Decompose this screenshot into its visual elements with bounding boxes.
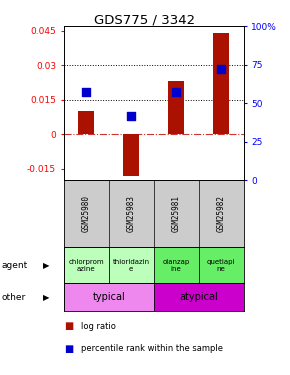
Text: agent: agent — [1, 261, 28, 270]
Text: GSM25980: GSM25980 — [82, 195, 91, 232]
Bar — [78, 111, 94, 134]
Text: chlorprom
azine: chlorprom azine — [68, 258, 104, 272]
Bar — [154, 247, 199, 283]
Text: other: other — [1, 292, 26, 302]
Bar — [123, 134, 139, 176]
Text: GSM25982: GSM25982 — [217, 195, 226, 232]
Bar — [168, 81, 184, 134]
Text: ■: ■ — [64, 344, 73, 354]
Point — [129, 112, 134, 118]
Text: thioridazin
e: thioridazin e — [113, 258, 150, 272]
Text: ▶: ▶ — [43, 292, 50, 302]
Text: GDS775 / 3342: GDS775 / 3342 — [95, 13, 195, 26]
Bar — [213, 33, 229, 134]
Point — [219, 66, 224, 72]
Text: log ratio: log ratio — [81, 322, 116, 331]
Bar — [199, 247, 244, 283]
Text: olanzap
ine: olanzap ine — [163, 258, 190, 272]
Text: percentile rank within the sample: percentile rank within the sample — [81, 344, 223, 353]
Text: ▶: ▶ — [43, 261, 50, 270]
Text: atypical: atypical — [179, 292, 218, 302]
Point — [174, 90, 179, 96]
Text: quetiapi
ne: quetiapi ne — [207, 258, 235, 272]
Bar — [109, 247, 154, 283]
Text: typical: typical — [93, 292, 125, 302]
Text: GSM25983: GSM25983 — [127, 195, 136, 232]
Bar — [64, 247, 109, 283]
Point — [84, 90, 89, 96]
Text: GSM25981: GSM25981 — [172, 195, 181, 232]
Text: ■: ■ — [64, 321, 73, 331]
Bar — [154, 283, 244, 311]
Bar — [64, 283, 154, 311]
